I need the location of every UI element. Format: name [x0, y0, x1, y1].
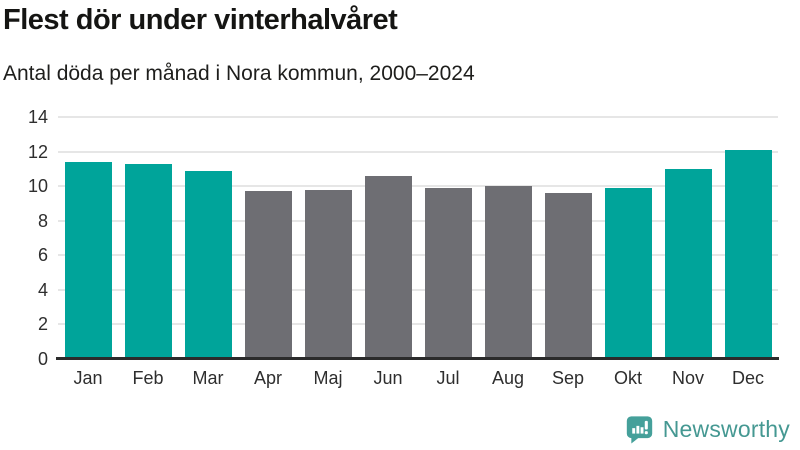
x-tick-label-feb: Feb — [132, 368, 164, 388]
gridline-y12 — [58, 150, 778, 153]
y-tick-label-0: 0 — [37, 349, 48, 369]
newsworthy-logo[interactable]: Newsworthy — [625, 415, 790, 444]
bar-aug — [484, 186, 532, 359]
bar-column-nov — [658, 168, 718, 359]
bar-sep — [544, 193, 592, 359]
bar-column-aug — [478, 186, 538, 359]
chart-title: Flest dör under vinterhalvåret — [3, 4, 398, 36]
bar-column-jun — [358, 175, 418, 359]
bar-series — [58, 117, 778, 359]
bar-maj — [304, 189, 352, 359]
bar-column-apr — [238, 191, 298, 359]
bar-jun — [364, 175, 412, 359]
gridline-y8 — [58, 219, 778, 222]
x-tick-label-sep: Sep — [551, 368, 585, 388]
bar-column-dec — [718, 149, 778, 359]
bar-column-feb — [118, 163, 178, 359]
newsworthy-brand-text: Newsworthy — [662, 416, 790, 442]
newsworthy-speech-bubble-bar-chart-icon — [626, 416, 652, 444]
x-tick-label-jul: Jul — [436, 368, 460, 388]
bar-apr — [244, 191, 292, 359]
plot-area — [58, 116, 778, 359]
bar-mar — [184, 170, 232, 359]
bar-jul — [424, 187, 472, 359]
gridline-y2 — [58, 323, 778, 326]
x-tick-label-okt: Okt — [613, 368, 642, 388]
gridline-y6 — [58, 254, 778, 257]
y-axis-tick-labels: 0 2 4 6 8 10 12 14 — [0, 108, 48, 368]
gridline-y10 — [58, 185, 778, 188]
x-tick-label-maj: Maj — [313, 368, 343, 388]
bar-okt — [604, 187, 652, 359]
bar-feb — [124, 163, 172, 359]
x-tick-label-jan: Jan — [73, 368, 103, 388]
y-tick-label-12: 12 — [27, 141, 48, 162]
y-tick-label-8: 8 — [37, 210, 48, 231]
bar-dec — [724, 149, 772, 359]
y-tick-label-10: 10 — [27, 176, 48, 197]
bar-column-maj — [298, 189, 358, 359]
bar-column-sep — [538, 193, 598, 359]
x-tick-label-dec: Dec — [731, 368, 764, 388]
bar-nov — [664, 168, 712, 359]
bar-column-jan — [58, 161, 118, 359]
x-axis-tick-labels: Jan Feb Mar Apr Maj Jun Jul Aug Sep Okt Nov Dec — [58, 368, 778, 389]
x-tick-label-jun: Jun — [373, 368, 403, 388]
bar-column-okt — [598, 187, 658, 359]
chart-subtitle: Antal döda per månad i Nora kommun, 2000… — [3, 62, 475, 85]
x-tick-label-apr: Apr — [253, 368, 282, 388]
bar-column-jul — [418, 187, 478, 359]
gridline-y14 — [58, 116, 778, 118]
x-tick-label-aug: Aug — [491, 368, 525, 388]
x-tick-label-nov: Nov — [671, 368, 704, 388]
bar-jan — [64, 161, 112, 359]
x-tick-label-mar: Mar — [192, 368, 224, 388]
gridline-y4 — [58, 288, 778, 291]
y-tick-label-6: 6 — [37, 245, 48, 266]
y-tick-label-4: 4 — [37, 279, 48, 300]
y-tick-label-14: 14 — [27, 107, 48, 127]
bar-column-mar — [178, 170, 238, 359]
x-axis-line — [56, 357, 779, 360]
y-tick-label-2: 2 — [37, 314, 48, 335]
